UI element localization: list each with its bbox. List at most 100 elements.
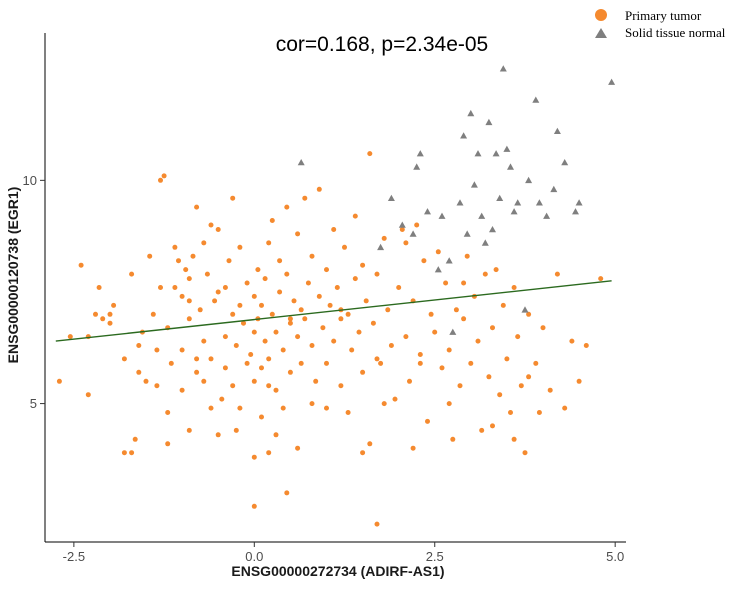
primary-tumor-point xyxy=(259,302,264,308)
primary-tumor-point xyxy=(421,258,427,264)
primary-tumor-point xyxy=(284,271,290,277)
primary-tumor-point xyxy=(399,227,405,232)
primary-tumor-point xyxy=(547,387,553,393)
primary-tumor-point xyxy=(407,378,412,384)
solid-tissue-normal-point xyxy=(460,132,468,139)
primary-tumor-point xyxy=(417,352,423,357)
primary-tumor-point xyxy=(158,177,163,183)
solid-tissue-normal-point xyxy=(535,199,543,206)
primary-tumor-point xyxy=(230,383,236,389)
primary-tumor-point xyxy=(208,405,214,411)
primary-tumor-point xyxy=(262,276,268,282)
solid-tissue-normal-point xyxy=(514,199,522,206)
primary-tumor-point xyxy=(324,360,329,366)
primary-tumor-point xyxy=(241,320,246,326)
primary-tumor-point xyxy=(432,329,438,335)
chart-title: cor=0.168, p=2.34e-05 xyxy=(276,33,489,56)
primary-tumor-point xyxy=(215,289,221,295)
primary-tumor-point xyxy=(305,280,311,286)
primary-tumor-point xyxy=(370,320,376,326)
primary-tumor-point xyxy=(237,244,243,250)
primary-tumor-point xyxy=(497,392,503,398)
primary-tumor-point xyxy=(403,240,409,246)
legend-triangle-marker xyxy=(595,28,607,38)
primary-tumor-point xyxy=(345,410,351,415)
primary-tumor-point xyxy=(511,285,517,290)
primary-tumor-point xyxy=(111,302,117,308)
solid-tissue-normal-point xyxy=(434,266,442,273)
primary-tumor-point xyxy=(186,276,192,282)
solid-tissue-normal-point xyxy=(503,145,511,152)
primary-tumor-point xyxy=(269,311,275,317)
primary-tumor-point xyxy=(284,204,290,210)
primary-tumor-point xyxy=(78,262,84,268)
solid-tissue-normal-point xyxy=(478,212,486,219)
primary-tumor-point xyxy=(352,276,358,282)
solid-tissue-normal-point xyxy=(481,239,489,246)
primary-tumor-point xyxy=(298,360,304,366)
solid-tissue-normal-point xyxy=(398,221,406,228)
primary-tumor-point xyxy=(136,343,142,348)
primary-tumor-point xyxy=(161,173,167,179)
primary-tumor-point xyxy=(482,271,488,277)
primary-tumor-point xyxy=(230,195,236,201)
primary-tumor-point xyxy=(56,378,62,384)
solid-tissue-normal-point xyxy=(416,150,424,157)
primary-tumor-point xyxy=(295,334,301,340)
primary-tumor-point xyxy=(273,329,279,335)
solid-tissue-normal-point xyxy=(550,185,558,193)
y-axis-ticks: 5 10 xyxy=(23,173,45,411)
legend-label-normal: Solid tissue normal xyxy=(625,25,726,40)
primary-tumor-point xyxy=(338,383,344,389)
primary-tumor-point xyxy=(461,280,467,286)
primary-tumor-point xyxy=(302,195,308,201)
primary-tumor-point xyxy=(222,365,228,371)
primary-tumor-point xyxy=(338,316,344,322)
primary-tumor-point xyxy=(186,427,192,433)
primary-tumor-point xyxy=(291,298,297,304)
solid-tissue-normal-point xyxy=(485,118,493,126)
primary-tumor-point xyxy=(129,450,135,456)
primary-tumor-point xyxy=(316,186,322,192)
primary-tumor-point xyxy=(158,285,163,290)
primary-tumor-point xyxy=(197,307,203,313)
primary-tumor-point xyxy=(287,369,293,375)
primary-tumor-point xyxy=(518,383,524,389)
solid-tissue-normal-point xyxy=(525,176,533,184)
points-layer xyxy=(56,65,616,527)
solid-tissue-normal-point xyxy=(467,109,475,117)
primary-tumor-point xyxy=(168,360,174,366)
primary-tumor-point xyxy=(67,334,73,340)
primary-tumor-point xyxy=(295,445,301,451)
primary-tumor-point xyxy=(266,450,272,456)
primary-tumor-point xyxy=(237,405,243,411)
primary-tumor-point xyxy=(464,253,470,259)
primary-tumor-point xyxy=(367,441,373,447)
primary-tumor-point xyxy=(266,356,272,362)
primary-tumor-point xyxy=(295,231,301,237)
primary-tumor-point xyxy=(208,356,214,362)
solid-tissue-normal-point xyxy=(377,243,385,251)
primary-tumor-point xyxy=(309,343,315,348)
primary-tumor-point xyxy=(273,387,279,393)
primary-tumor-point xyxy=(388,343,394,348)
primary-tumor-point xyxy=(165,441,171,447)
x-axis-ticks: -2.5 0.0 2.5 5.0 xyxy=(63,542,624,564)
solid-tissue-normal-point xyxy=(553,127,561,134)
primary-tumor-point xyxy=(324,405,329,411)
primary-tumor-point xyxy=(457,383,463,389)
solid-tissue-normal-point xyxy=(463,230,471,237)
primary-tumor-point xyxy=(540,325,546,331)
primary-tumor-point xyxy=(583,343,589,348)
primary-tumor-point xyxy=(251,329,257,335)
primary-tumor-point xyxy=(277,258,283,264)
primary-tumor-point xyxy=(428,311,434,317)
solid-tissue-normal-point xyxy=(449,328,457,335)
primary-tumor-point xyxy=(172,244,178,250)
primary-tumor-point xyxy=(107,311,113,317)
primary-tumor-point xyxy=(569,338,575,344)
primary-tumor-point xyxy=(280,347,286,353)
primary-tumor-point xyxy=(204,271,210,277)
primary-tumor-point xyxy=(536,410,542,415)
primary-tumor-point xyxy=(435,249,441,255)
